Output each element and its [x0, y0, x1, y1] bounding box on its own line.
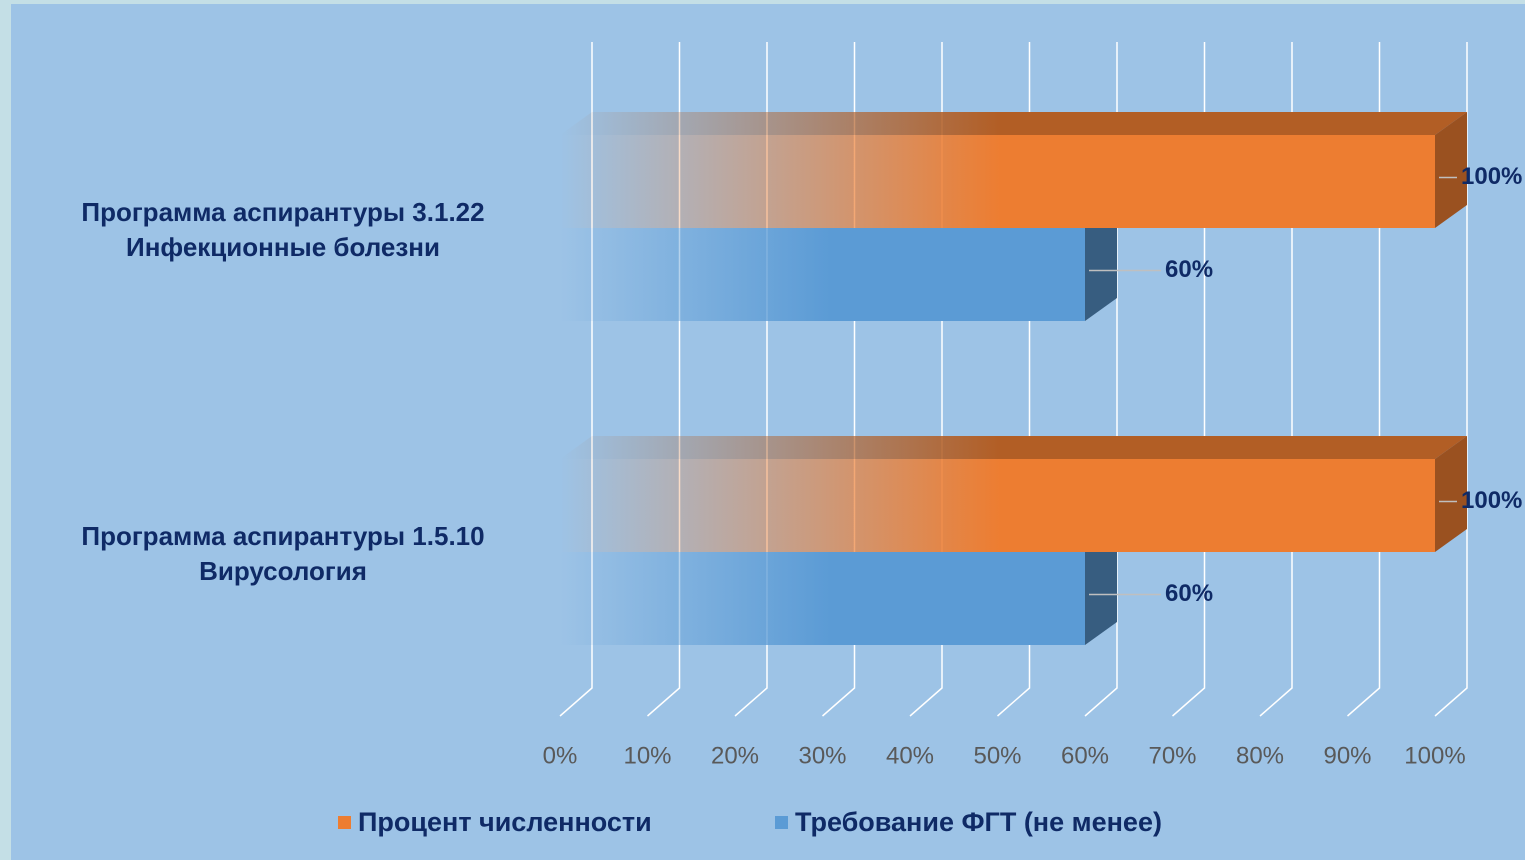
bar-side [1085, 529, 1117, 645]
x-tick-label: 40% [886, 742, 934, 769]
x-tick-label: 30% [798, 742, 846, 769]
x-tick-label: 90% [1323, 742, 1371, 769]
x-tick-label: 80% [1236, 742, 1284, 769]
data-label: 60% [1165, 580, 1213, 607]
bar-side [1435, 436, 1467, 552]
x-tick-label: 60% [1061, 742, 1109, 769]
bar [560, 552, 1085, 645]
grid-line [1434, 42, 1468, 717]
grid-line [1347, 42, 1381, 717]
x-tick-label: 20% [711, 742, 759, 769]
legend-swatch [338, 816, 351, 829]
bar-side [1435, 112, 1467, 228]
bar [560, 459, 1435, 552]
grid-line [1259, 42, 1293, 717]
category-label: Программа аспирантуры 1.5.10 Вирусология [81, 521, 485, 586]
data-label: 100% [1461, 487, 1522, 514]
data-label: 60% [1165, 256, 1213, 283]
bar-top [560, 436, 1467, 459]
x-tick-label: 70% [1148, 742, 1196, 769]
legend-label: Требование ФГТ (не менее) [795, 807, 1162, 837]
category-label: Программа аспирантуры 3.1.22 Инфекционны… [81, 197, 485, 262]
x-tick-label: 0% [543, 742, 578, 769]
data-label: 100% [1461, 163, 1522, 190]
x-tick-label: 100% [1404, 742, 1465, 769]
x-tick-label: 10% [623, 742, 671, 769]
grid-line [1172, 42, 1206, 717]
bar [560, 228, 1085, 321]
legend-swatch [775, 816, 788, 829]
x-tick-label: 50% [973, 742, 1021, 769]
bar [560, 135, 1435, 228]
legend-label: Процент численности [358, 807, 652, 837]
bar-side [1085, 205, 1117, 321]
bar-top [560, 112, 1467, 135]
